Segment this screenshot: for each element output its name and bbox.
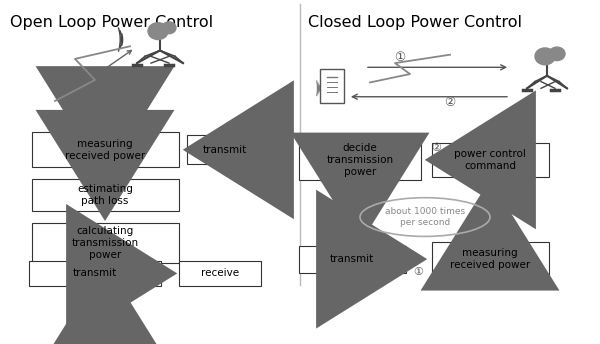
FancyBboxPatch shape <box>299 246 406 272</box>
Text: ②: ② <box>431 143 441 153</box>
FancyBboxPatch shape <box>29 261 161 286</box>
Text: about 1000 times
per second: about 1000 times per second <box>385 207 465 227</box>
Text: measuring
received power: measuring received power <box>65 139 145 161</box>
Text: transmit: transmit <box>330 254 374 264</box>
FancyBboxPatch shape <box>187 136 263 164</box>
FancyBboxPatch shape <box>431 242 548 276</box>
Circle shape <box>549 47 565 61</box>
Circle shape <box>148 23 168 40</box>
Text: transmit: transmit <box>203 145 247 155</box>
Text: measuring
received power: measuring received power <box>450 248 530 270</box>
Text: power control
command: power control command <box>454 149 526 171</box>
Text: Closed Loop Power Control: Closed Loop Power Control <box>308 15 522 30</box>
FancyBboxPatch shape <box>431 143 548 177</box>
Text: ①: ① <box>394 51 406 64</box>
Text: Open Loop Power Control: Open Loop Power Control <box>10 15 213 30</box>
Text: calculating
transmission
power: calculating transmission power <box>71 226 139 260</box>
Circle shape <box>162 22 176 34</box>
FancyBboxPatch shape <box>320 69 344 103</box>
Text: transmit: transmit <box>73 268 117 278</box>
Text: receive: receive <box>201 268 239 278</box>
Text: ①: ① <box>413 267 423 277</box>
Circle shape <box>535 48 555 65</box>
Text: decide
transmission
power: decide transmission power <box>326 143 394 177</box>
Text: estimating
path loss: estimating path loss <box>77 184 133 206</box>
FancyBboxPatch shape <box>32 223 179 263</box>
FancyBboxPatch shape <box>32 179 179 211</box>
FancyBboxPatch shape <box>299 140 421 180</box>
FancyBboxPatch shape <box>179 261 261 286</box>
FancyBboxPatch shape <box>32 132 179 168</box>
Text: ②: ② <box>445 96 455 109</box>
